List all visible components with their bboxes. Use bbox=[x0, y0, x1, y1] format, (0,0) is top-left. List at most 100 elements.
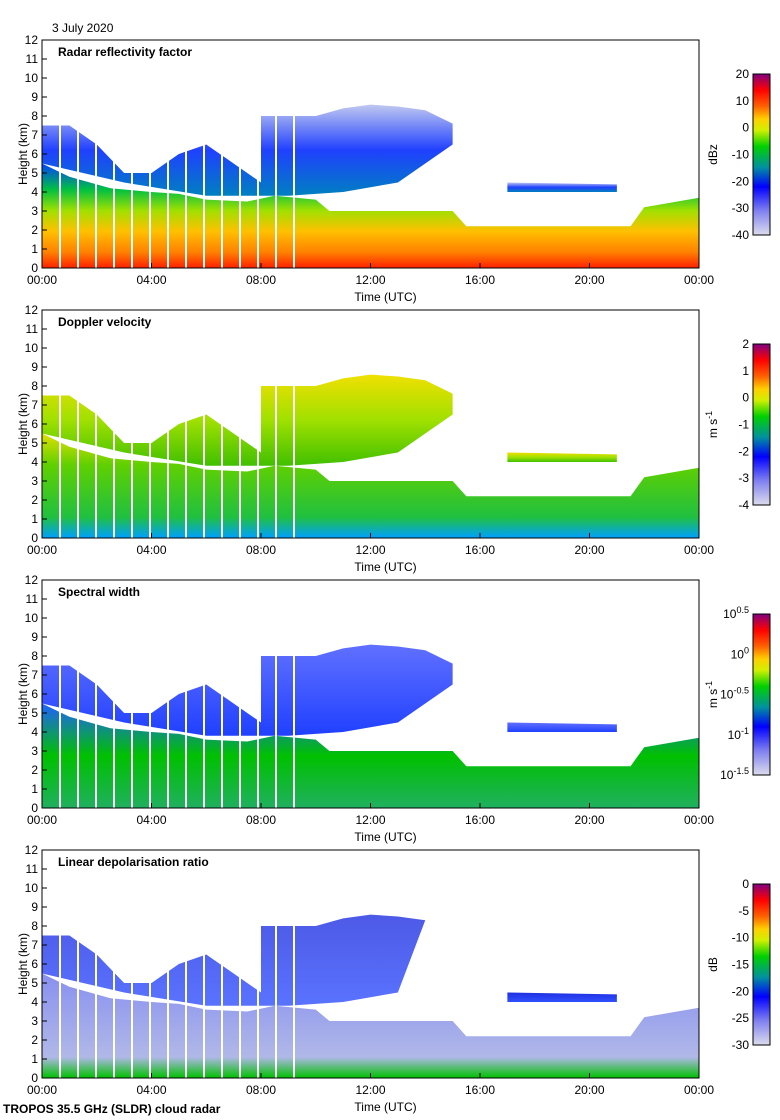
y-tick-label: 7 bbox=[31, 938, 38, 952]
y-tick-label: 3 bbox=[31, 1014, 38, 1028]
x-tick-label: 00:00 bbox=[27, 813, 57, 827]
y-axis-label: Height (km) bbox=[16, 663, 30, 725]
x-tick-label: 12:00 bbox=[355, 543, 385, 557]
footer-label: TROPOS 35.5 GHz (SLDR) cloud radar bbox=[3, 1102, 221, 1116]
y-tick-label: 6 bbox=[31, 147, 38, 161]
y-tick-label: 12 bbox=[25, 303, 39, 317]
lower-cloud-layer bbox=[42, 433, 699, 538]
colorbar-tick-label: 0 bbox=[742, 877, 749, 891]
y-tick-label: 0 bbox=[31, 261, 38, 275]
y-axis-label: Height (km) bbox=[16, 123, 30, 185]
x-tick-label: 04:00 bbox=[136, 813, 166, 827]
y-tick-label: 2 bbox=[31, 1033, 38, 1047]
y-tick-label: 4 bbox=[31, 185, 38, 199]
colorbar-tick-label: -40 bbox=[732, 228, 750, 242]
mid-cloud-band bbox=[507, 182, 617, 192]
colorbar-tick-label: -20 bbox=[732, 174, 750, 188]
y-tick-label: 12 bbox=[25, 843, 39, 857]
panel-title: Spectral width bbox=[58, 585, 140, 599]
x-tick-label: 08:00 bbox=[246, 1083, 276, 1097]
upper-cloud-layer bbox=[42, 374, 453, 466]
colorbar-tick-label: 100 bbox=[731, 645, 749, 661]
y-tick-label: 1 bbox=[31, 1052, 38, 1066]
y-tick-label: 10 bbox=[25, 881, 39, 895]
y-tick-label: 3 bbox=[31, 204, 38, 218]
y-axis-label: Height (km) bbox=[16, 933, 30, 995]
y-tick-label: 4 bbox=[31, 995, 38, 1009]
x-axis-label: Time (UTC) bbox=[354, 830, 416, 844]
x-tick-label: 08:00 bbox=[246, 813, 276, 827]
colorbar-tick-label: 10-1 bbox=[728, 726, 749, 742]
colorbar-tick-label: -15 bbox=[732, 958, 750, 972]
y-tick-label: 5 bbox=[31, 706, 38, 720]
colorbar bbox=[752, 613, 771, 776]
colorbar-tick-label: 10 bbox=[736, 94, 750, 108]
x-tick-label: 12:00 bbox=[355, 1083, 385, 1097]
panel-1: Radar reflectivity factor012345678910111… bbox=[16, 33, 771, 304]
y-tick-label: 8 bbox=[31, 109, 38, 123]
mid-cloud-band bbox=[507, 722, 617, 732]
x-tick-label: 08:00 bbox=[246, 543, 276, 557]
y-tick-label: 10 bbox=[25, 341, 39, 355]
y-tick-label: 12 bbox=[25, 573, 39, 587]
y-tick-label: 3 bbox=[31, 474, 38, 488]
x-tick-label: 20:00 bbox=[574, 543, 604, 557]
colorbar-tick-label: -10 bbox=[732, 148, 750, 162]
colorbar-tick-label: -2 bbox=[738, 444, 749, 458]
x-tick-label: 12:00 bbox=[355, 813, 385, 827]
panel-4: Linear depolarisation ratio0123456789101… bbox=[16, 843, 771, 1114]
panel-title: Radar reflectivity factor bbox=[58, 45, 192, 59]
x-tick-label: 20:00 bbox=[574, 273, 604, 287]
colorbar-tick-label: 10-1.5 bbox=[720, 766, 749, 782]
colorbar bbox=[752, 73, 771, 236]
colorbar-tick-label: -4 bbox=[738, 498, 749, 512]
y-tick-label: 5 bbox=[31, 166, 38, 180]
x-axis-label: Time (UTC) bbox=[354, 290, 416, 304]
colorbar-tick-label: -30 bbox=[732, 1038, 750, 1052]
y-tick-label: 8 bbox=[31, 379, 38, 393]
x-tick-label: 00:00 bbox=[684, 543, 714, 557]
colorbar-tick-label: -30 bbox=[732, 201, 750, 215]
y-tick-label: 10 bbox=[25, 611, 39, 625]
y-tick-label: 8 bbox=[31, 919, 38, 933]
y-tick-label: 11 bbox=[26, 322, 39, 336]
x-axis-label: Time (UTC) bbox=[354, 560, 416, 574]
y-tick-label: 9 bbox=[31, 900, 38, 914]
y-tick-label: 2 bbox=[31, 493, 38, 507]
mid-cloud-band bbox=[507, 452, 617, 462]
y-tick-label: 2 bbox=[31, 223, 38, 237]
y-tick-label: 7 bbox=[31, 398, 38, 412]
y-tick-label: 0 bbox=[31, 801, 38, 815]
y-tick-label: 0 bbox=[31, 531, 38, 545]
y-tick-label: 2 bbox=[31, 763, 38, 777]
x-tick-label: 12:00 bbox=[355, 273, 385, 287]
y-tick-label: 1 bbox=[31, 512, 38, 526]
y-tick-label: 3 bbox=[31, 744, 38, 758]
x-tick-label: 16:00 bbox=[465, 813, 495, 827]
y-tick-label: 4 bbox=[31, 455, 38, 469]
y-tick-label: 12 bbox=[25, 33, 39, 47]
colorbar-tick-label: -20 bbox=[732, 984, 750, 998]
y-tick-label: 9 bbox=[31, 360, 38, 374]
upper-cloud-layer bbox=[42, 914, 426, 1006]
lower-cloud-layer bbox=[42, 703, 699, 808]
x-tick-label: 16:00 bbox=[465, 273, 495, 287]
y-tick-label: 7 bbox=[31, 668, 38, 682]
colorbar-tick-label: -3 bbox=[738, 471, 749, 485]
x-tick-label: 16:00 bbox=[465, 1083, 495, 1097]
mid-cloud-band bbox=[507, 992, 617, 1002]
x-tick-label: 00:00 bbox=[27, 1083, 57, 1097]
x-tick-label: 00:00 bbox=[684, 1083, 714, 1097]
y-tick-label: 9 bbox=[31, 90, 38, 104]
panel-title: Linear depolarisation ratio bbox=[58, 855, 209, 869]
x-axis-label: Time (UTC) bbox=[354, 1100, 416, 1114]
y-tick-label: 11 bbox=[26, 862, 39, 876]
colorbar bbox=[752, 883, 771, 1046]
y-axis-label: Height (km) bbox=[16, 393, 30, 455]
x-tick-label: 04:00 bbox=[136, 273, 166, 287]
upper-cloud-layer bbox=[42, 644, 453, 736]
y-tick-label: 6 bbox=[31, 957, 38, 971]
